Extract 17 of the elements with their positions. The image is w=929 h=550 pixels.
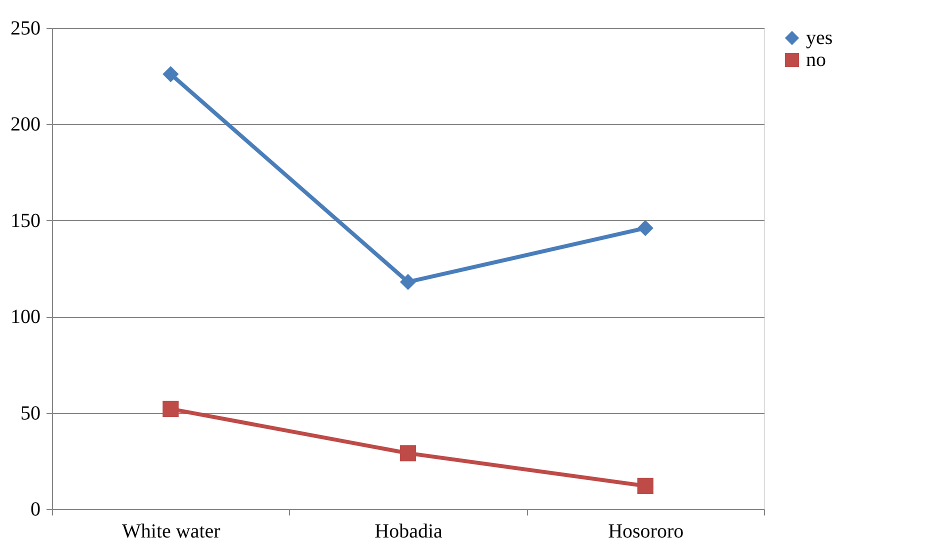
point: [162, 400, 179, 418]
x-tick-label: Hosororo: [608, 520, 684, 542]
point: [162, 66, 179, 82]
y-tick-label: 200: [10, 114, 40, 136]
legend-label: yes: [806, 27, 833, 49]
y-tick-label: 50: [20, 402, 40, 424]
point: [637, 478, 654, 494]
point: [637, 220, 654, 236]
y-tick-label: 150: [10, 210, 40, 232]
y-tick-label: 250: [10, 18, 40, 40]
point: [400, 274, 416, 290]
y-tick-label: 0: [30, 498, 40, 520]
x-tick-label: Hobadia: [374, 520, 442, 542]
legend-label: no: [806, 49, 826, 71]
point: [400, 445, 416, 462]
y-tick-label: 100: [10, 306, 40, 328]
x-tick-label: White water: [122, 520, 221, 542]
